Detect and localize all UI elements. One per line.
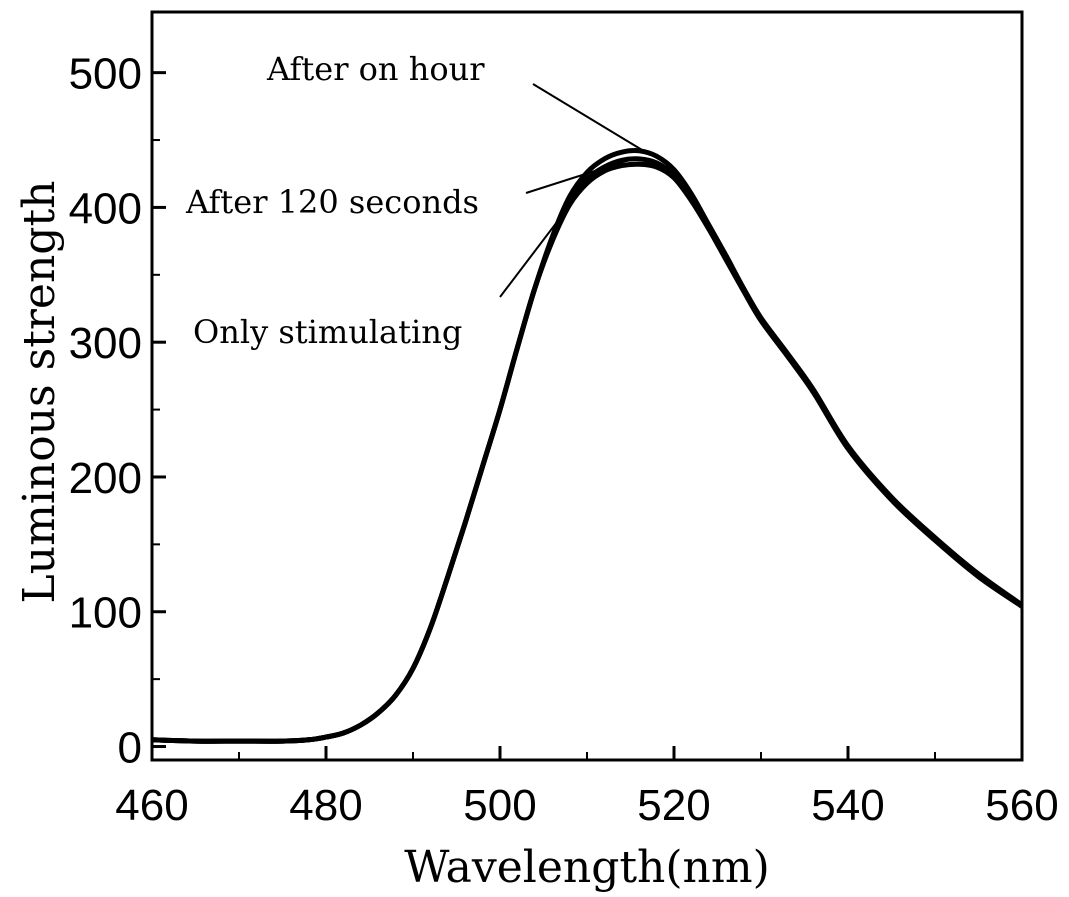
annotation-label: Only stimulating [193,313,462,351]
x-tick-label: 460 [115,781,188,830]
y-axis-title: Luminous strength [14,181,65,604]
annotation-leader [499,193,580,298]
annotation-leaders [499,83,649,298]
series-curves [151,148,1024,744]
x-tick-label: 520 [637,781,710,830]
series-line-2 [151,161,1024,744]
annotation-label: After on hour [266,50,485,88]
x-axis-title: Wavelength(nm) [404,842,770,893]
tick-labels: 460 480 500 520 540 560 0 100 200 300 400 500 [69,50,1059,830]
annotation-leader [525,158,631,194]
y-tick-label: 0 [118,724,142,773]
x-tick-label: 500 [463,781,536,830]
x-tick-label: 560 [985,781,1058,830]
x-tick-label: 480 [289,781,362,830]
x-tick-label: 540 [811,781,884,830]
axis-ticks [150,71,1024,760]
y-tick-label: 300 [69,319,142,368]
y-tick-label: 100 [69,589,142,638]
plot-frame [150,10,1024,762]
y-tick-label: 200 [69,454,142,503]
y-tick-label: 400 [69,184,142,233]
y-tick-label: 500 [69,50,142,99]
series-line-0 [151,148,1024,744]
series-line-1 [151,156,1024,744]
annotation-leader [532,83,649,155]
annotation-label: After 120 seconds [185,183,479,221]
annotations: After on hour After 120 seconds Only stimu… [185,50,485,351]
